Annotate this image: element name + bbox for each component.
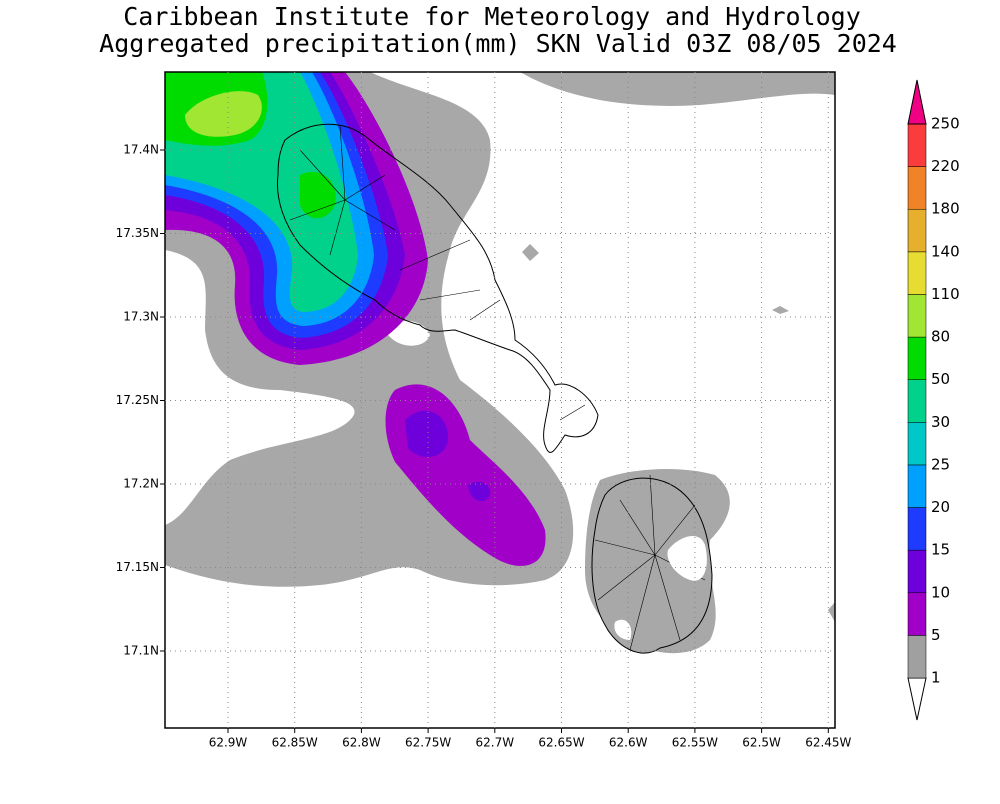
legend-swatch (907, 208, 927, 253)
x-tick-label: 62.9W (209, 736, 248, 750)
x-tick-label: 62.7W (476, 736, 515, 750)
precip-field (165, 72, 835, 654)
nevis-dry (614, 535, 707, 640)
x-tick-label: 62.65W (538, 736, 584, 750)
x-tick-label: 62.45W (805, 736, 851, 750)
legend-swatch (907, 379, 927, 423)
legend-label: 180 (931, 200, 960, 218)
x-tick-label: 62.5W (742, 736, 781, 750)
legend-swatch (907, 635, 927, 679)
legend-swatch (907, 549, 927, 594)
legend-label: 30 (931, 413, 950, 431)
st-kitts (276, 123, 599, 453)
y-tick-label: 17.15N (116, 560, 159, 574)
legend-swatch (907, 251, 927, 295)
legend-label: 20 (931, 498, 950, 516)
rain-80mm (185, 91, 262, 137)
legend-swatch (907, 464, 927, 508)
legend-label: 10 (931, 583, 950, 601)
x-tick-label: 62.55W (672, 736, 718, 750)
legend-label: 140 (931, 242, 960, 260)
legend-swatch (907, 422, 927, 466)
st-kitts-drainage (289, 124, 586, 421)
legend-swatch (907, 123, 927, 167)
legend-label: 80 (931, 328, 950, 346)
x-tick-label: 62.6W (609, 736, 648, 750)
legend-label: 25 (931, 455, 950, 473)
subtitle: Aggregated precipitation(mm) SKN Valid 0… (99, 29, 897, 58)
legend-swatch (907, 592, 927, 636)
legend-label: 250 (931, 115, 960, 133)
legend-label: 220 (931, 157, 960, 175)
legend-arrow (907, 79, 927, 125)
coastline (276, 123, 713, 654)
legend-swatch (907, 166, 927, 210)
x-tick-label: 62.75W (405, 736, 451, 750)
y-tick-label: 17.35N (116, 226, 159, 240)
rain-1mm (165, 72, 835, 106)
legend-label: 15 (931, 541, 950, 559)
y-tick-label: 17.25N (116, 393, 159, 407)
y-tick-label: 17.2N (123, 477, 159, 491)
y-tick-label: 17.4N (123, 143, 159, 157)
y-tick-label: 17.3N (123, 310, 159, 324)
x-tick-label: 62.85W (272, 736, 318, 750)
y-tick-label: 17.1N (123, 644, 159, 658)
legend-swatch (907, 336, 927, 380)
legend-arrow (907, 677, 927, 721)
title: Caribbean Institute for Meteorology and … (123, 2, 861, 31)
legend-label: 50 (931, 370, 950, 388)
rain-10mm (405, 410, 491, 501)
legend-label: 1 (931, 669, 941, 687)
x-tick-label: 62.8W (342, 736, 381, 750)
legend-swatch (907, 507, 927, 551)
legend-label: 110 (931, 285, 960, 303)
legend-swatch (907, 294, 927, 338)
legend-label: 5 (931, 626, 941, 644)
